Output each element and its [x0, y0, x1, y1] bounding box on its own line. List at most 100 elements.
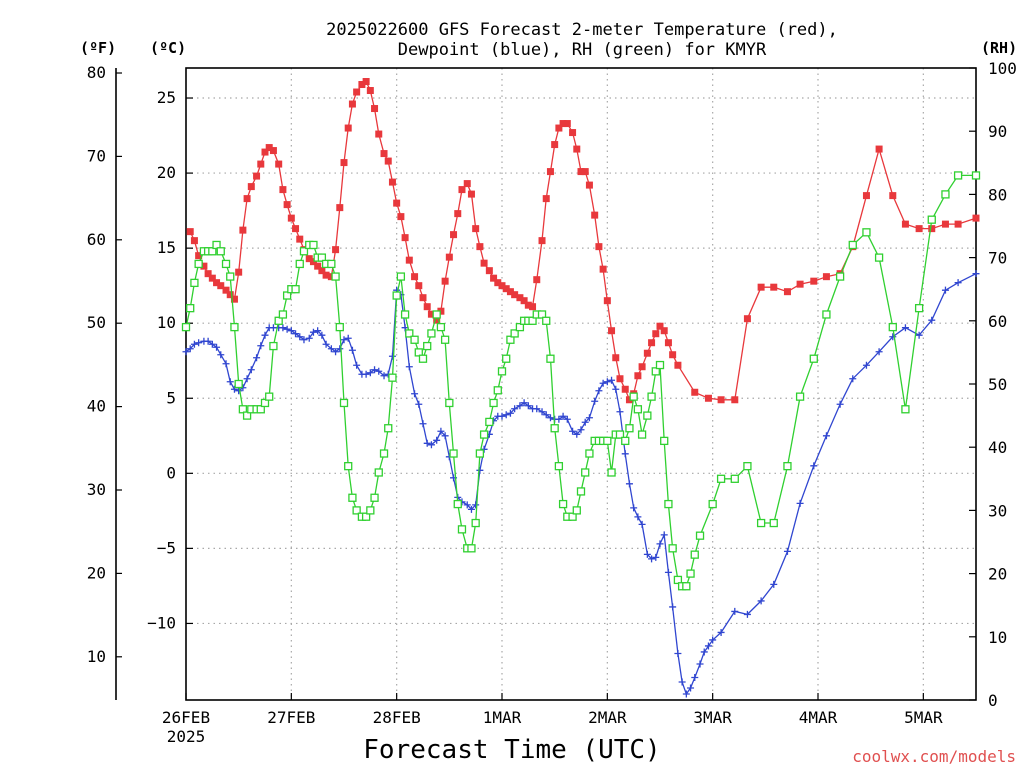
- dewpoint-point: [498, 412, 506, 420]
- rh-point: [637, 430, 647, 439]
- rh-point: [655, 360, 665, 370]
- plot-frame: [185, 67, 977, 701]
- rh-point: [295, 259, 304, 269]
- dewpoint-point: [822, 432, 830, 440]
- rh-point: [515, 322, 525, 332]
- dewpoint-point: [687, 684, 695, 692]
- dewpoint-point: [577, 426, 585, 434]
- fahrenheit-tick-label: 80: [87, 63, 106, 82]
- rh-point: [550, 424, 559, 433]
- rh-point: [835, 272, 845, 281]
- temperature-point: [388, 178, 396, 186]
- rh-unit-label: (RH): [981, 39, 1017, 57]
- temperature-point: [296, 235, 304, 243]
- temperature-point: [397, 213, 405, 221]
- x-axis-label: Forecast Time (UTC): [363, 735, 660, 765]
- dewpoint-point: [599, 379, 607, 387]
- rh-point: [914, 304, 924, 313]
- temperature-point: [573, 145, 581, 153]
- temperature-point: [332, 246, 340, 254]
- rh-point: [427, 329, 436, 338]
- fahrenheit-tick-label: 50: [87, 313, 106, 332]
- rh-point: [230, 322, 239, 332]
- rh-point: [436, 322, 446, 332]
- temperature-point: [656, 322, 664, 330]
- dewpoint-point: [836, 400, 844, 408]
- dewpoint-point: [972, 270, 980, 278]
- fahrenheit-unit-label: (ºF): [80, 39, 116, 57]
- dewpoint-point: [336, 345, 344, 353]
- rh-point: [660, 436, 669, 446]
- temperature-point: [625, 396, 633, 404]
- temperature-point: [261, 148, 269, 156]
- temperature-point: [348, 100, 356, 108]
- x-tick-label: 1MAR: [483, 708, 522, 727]
- rh-point: [558, 499, 568, 509]
- rh-point: [216, 247, 225, 256]
- temperature-point: [524, 301, 532, 309]
- rh-point: [299, 247, 309, 256]
- dewpoint-point: [875, 348, 883, 356]
- dewpoint-point: [467, 505, 475, 513]
- rh-point: [690, 550, 699, 559]
- temperature-point: [862, 192, 870, 200]
- rh-point: [423, 341, 432, 351]
- temperature-point: [652, 330, 660, 338]
- celsius-tick-label: −5: [157, 538, 176, 557]
- temperature-point: [559, 120, 567, 128]
- dewpoint-point: [208, 340, 216, 348]
- temperature-point: [401, 234, 409, 242]
- dewpoint-point: [616, 408, 624, 416]
- temperature-point: [546, 168, 554, 176]
- rh-point: [331, 272, 340, 281]
- temperature-point: [796, 280, 804, 288]
- temperature-point: [366, 87, 374, 95]
- rh-point: [242, 411, 252, 420]
- temperature-point: [591, 211, 599, 219]
- x-tick-label: 3MAR: [693, 708, 732, 727]
- dewpoint-point: [691, 673, 699, 681]
- fahrenheit-tick-label: 30: [87, 480, 106, 499]
- rh-point: [186, 304, 195, 313]
- dewpoint-point: [783, 547, 791, 555]
- dewpoint-point: [419, 420, 427, 428]
- temperature-point: [243, 195, 251, 203]
- temperature-point: [770, 283, 778, 291]
- dewpoint-point: [678, 678, 686, 686]
- rh-point: [453, 499, 462, 509]
- rh-point: [756, 518, 766, 528]
- rh-point: [181, 322, 191, 332]
- dewpoint-point: [573, 430, 581, 438]
- dewpoint-point: [704, 642, 712, 650]
- rh-point: [822, 310, 831, 319]
- temperature-point: [380, 150, 388, 158]
- rh-point: [260, 398, 270, 408]
- temperature-point: [433, 316, 441, 324]
- rh-point: [327, 259, 336, 269]
- temperature-point: [608, 327, 616, 335]
- temperature-point: [213, 279, 221, 287]
- dewpoint-point: [643, 550, 651, 558]
- dewpoint-point: [314, 327, 322, 335]
- rh-point: [603, 436, 612, 446]
- rh-point: [730, 474, 739, 483]
- dewpoint-point: [322, 340, 330, 348]
- rh-point: [226, 272, 235, 281]
- celsius-tick-label: 15: [157, 238, 176, 257]
- rh-point: [348, 493, 357, 502]
- rh-point: [475, 449, 485, 458]
- dewpoint-point: [279, 324, 287, 332]
- dewpoint-point: [362, 370, 370, 378]
- temperature-point: [901, 220, 909, 228]
- dewpoint-point: [700, 648, 708, 656]
- rh-point: [695, 531, 705, 540]
- rh-point: [585, 449, 594, 458]
- dewpoint-point: [608, 376, 616, 384]
- rh-point: [542, 316, 551, 325]
- dewpoint-point: [941, 286, 949, 294]
- temperature-point: [743, 315, 751, 323]
- rh-point: [647, 392, 656, 401]
- rh-point: [874, 253, 884, 262]
- rh-point: [848, 240, 857, 250]
- rh-point: [510, 329, 519, 338]
